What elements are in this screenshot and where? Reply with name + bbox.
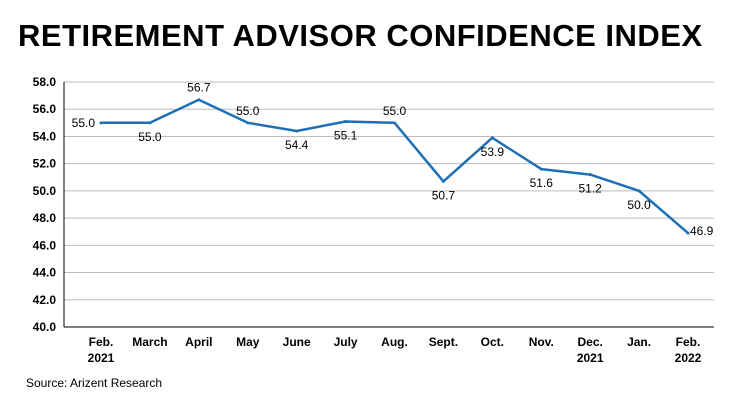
- series-line: [101, 98, 689, 235]
- x-tick-label: Feb.: [676, 335, 701, 349]
- data-label: 53.9: [481, 145, 505, 159]
- x-tick-label: Nov.: [529, 335, 554, 349]
- data-point: [246, 121, 250, 125]
- data-label: 54.4: [285, 138, 309, 152]
- y-tick-label: 50.0: [33, 184, 57, 198]
- y-tick-label: 56.0: [33, 102, 57, 116]
- data-label: 55.1: [334, 128, 358, 142]
- data-point: [686, 231, 690, 235]
- data-point: [539, 167, 543, 171]
- source-note: Source: Arizent Research: [26, 376, 163, 390]
- x-tick-label: 2021: [577, 351, 604, 365]
- data-label: 50.7: [432, 188, 456, 202]
- x-tick-label: 2022: [675, 351, 702, 365]
- data-label: 46.9: [690, 224, 714, 238]
- x-tick-label: April: [185, 335, 212, 349]
- data-point: [148, 121, 152, 125]
- data-point: [295, 129, 299, 133]
- data-point: [393, 121, 396, 125]
- data-point: [490, 136, 494, 140]
- y-tick-label: 42.0: [33, 293, 57, 307]
- data-point: [588, 173, 592, 177]
- chart-title: RETIREMENT ADVISOR CONFIDENCE INDEX: [18, 18, 703, 53]
- data-point: [99, 121, 103, 125]
- y-tick-label: 46.0: [33, 238, 57, 252]
- data-label: 51.2: [578, 182, 602, 196]
- y-tick-label: 52.0: [33, 157, 57, 171]
- y-tick-label: 54.0: [33, 129, 57, 143]
- data-label: 51.6: [530, 176, 554, 190]
- y-tick-label: 48.0: [33, 211, 57, 225]
- y-tick-label: 40.0: [33, 320, 57, 334]
- data-label: 55.0: [383, 104, 407, 118]
- y-tick-label: 58.0: [33, 75, 57, 89]
- x-tick-label: 2021: [88, 351, 115, 365]
- x-tick-label: Oct.: [481, 335, 504, 349]
- data-point: [441, 179, 445, 183]
- x-tick-label: June: [283, 335, 311, 349]
- data-point: [344, 119, 348, 123]
- x-tick-label: March: [132, 335, 167, 349]
- x-tick-label: Dec.: [577, 335, 602, 349]
- data-point: [637, 189, 641, 193]
- y-tick-label: 44.0: [33, 266, 57, 280]
- x-tick-label: Jan.: [627, 335, 651, 349]
- data-label: 56.7: [187, 81, 211, 95]
- data-label: 55.0: [72, 116, 96, 130]
- x-tick-label: May: [236, 335, 260, 349]
- data-point: [197, 98, 201, 102]
- x-tick-label: Sept.: [429, 335, 458, 349]
- x-tick-label: July: [334, 335, 358, 349]
- data-label: 55.0: [236, 104, 260, 118]
- x-tick-label: Aug.: [381, 335, 408, 349]
- data-label: 55.0: [138, 130, 162, 144]
- x-tick-label: Feb.: [89, 335, 114, 349]
- data-label: 50.0: [627, 198, 651, 212]
